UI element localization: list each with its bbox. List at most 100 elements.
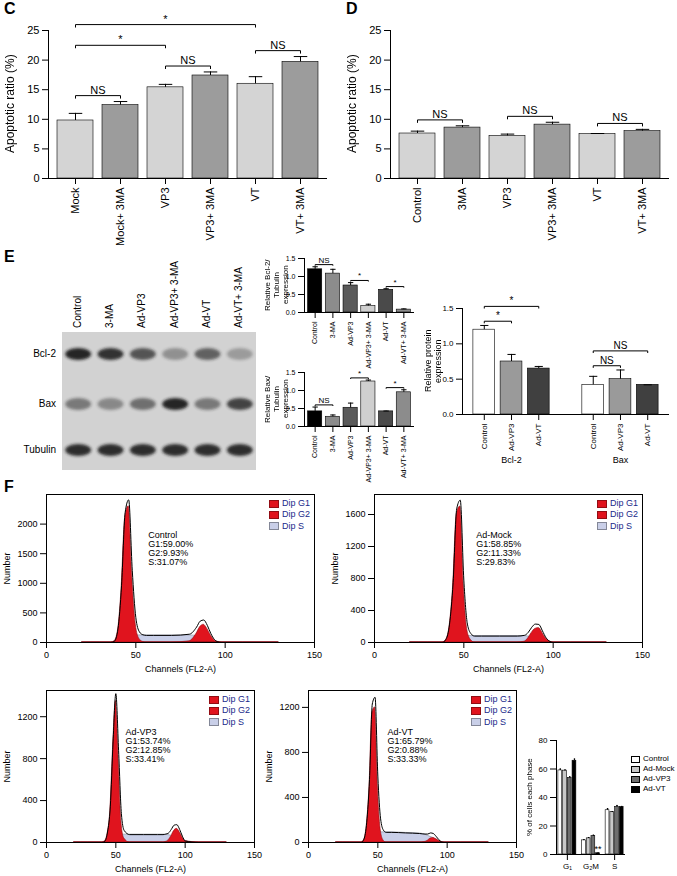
svg-text:NS: NS [600, 355, 614, 366]
svg-text:Ad-VP3: Ad-VP3 [136, 293, 147, 328]
svg-text:25: 25 [369, 24, 381, 36]
svg-text:3-MA: 3-MA [329, 435, 336, 452]
svg-text:0: 0 [543, 850, 548, 859]
svg-text:Ad-VP3: Ad-VP3 [347, 435, 354, 459]
svg-text:Ad-VP3+ 3-MA: Ad-VP3+ 3-MA [365, 321, 372, 368]
svg-text:NS: NS [180, 54, 195, 66]
svg-text:5: 5 [375, 142, 381, 154]
svg-text:10: 10 [27, 113, 39, 125]
svg-text:3-MA: 3-MA [329, 321, 336, 338]
svg-text:*: * [393, 379, 396, 388]
svg-text:*: * [118, 33, 123, 45]
svg-text:NS: NS [270, 39, 285, 51]
svg-text:G₂M: G₂M [583, 862, 599, 871]
svg-text:50: 50 [373, 850, 383, 860]
svg-text:NS: NS [522, 104, 537, 116]
svg-text:NS: NS [318, 396, 329, 405]
svg-text:0: 0 [360, 637, 365, 647]
svg-text:5: 5 [33, 142, 39, 154]
svg-text:*: * [358, 271, 361, 280]
svg-text:0: 0 [375, 172, 381, 184]
svg-text:150: 150 [247, 850, 262, 860]
svg-text:100: 100 [218, 650, 233, 660]
svg-text:Tubulin: Tubulin [24, 444, 56, 455]
svg-text:150: 150 [635, 650, 650, 660]
svg-text:Ad-MockG1:58.85%G2:11.33%S:29.: Ad-MockG1:58.85%G2:11.33%S:29.83% [476, 530, 521, 567]
svg-text:Control: Control [311, 321, 318, 344]
svg-text:500: 500 [22, 608, 37, 618]
svg-text:100: 100 [546, 650, 561, 660]
svg-text:Channels (FL2-A): Channels (FL2-A) [377, 864, 448, 874]
svg-text:0.0: 0.0 [286, 309, 296, 316]
svg-text:Ad-VT+ 3-MA: Ad-VT+ 3-MA [233, 267, 244, 328]
svg-text:*: * [510, 295, 514, 306]
svg-text:25: 25 [27, 24, 39, 36]
svg-text:Control: Control [311, 435, 318, 458]
svg-text:Control: Control [589, 423, 598, 449]
svg-text:800: 800 [350, 573, 365, 583]
svg-text:20: 20 [27, 54, 39, 66]
svg-text:Mock: Mock [69, 187, 81, 214]
svg-text:Ad-VT+ 3-MA: Ad-VT+ 3-MA [400, 435, 407, 478]
svg-text:Ad-VT: Ad-VT [382, 321, 389, 342]
svg-text:VT: VT [249, 187, 261, 201]
svg-text:VT+ 3MA: VT+ 3MA [294, 187, 306, 234]
svg-text:3MA: 3MA [456, 187, 468, 210]
svg-text:40: 40 [539, 793, 548, 802]
svg-text:Control: Control [72, 296, 83, 328]
svg-text:1500: 1500 [17, 549, 37, 559]
svg-text:800: 800 [22, 754, 37, 764]
svg-text:0: 0 [44, 650, 49, 660]
svg-text:50: 50 [459, 650, 469, 660]
svg-text:Mock+ 3MA: Mock+ 3MA [114, 187, 126, 246]
svg-text:1000: 1000 [17, 578, 37, 588]
svg-text:VP3: VP3 [159, 188, 171, 209]
svg-text:Ad-VT: Ad-VT [382, 435, 389, 456]
svg-text:**: ** [595, 844, 603, 854]
svg-text:Number: Number [330, 552, 340, 584]
svg-text:10: 10 [369, 113, 381, 125]
svg-text:Number: Number [264, 750, 274, 782]
svg-text:Number: Number [2, 750, 12, 782]
svg-text:Ad-VP3+ 3-MA: Ad-VP3+ 3-MA [365, 435, 372, 482]
svg-text:VP3+ 3MA: VP3+ 3MA [546, 187, 558, 241]
svg-text:VP3+ 3MA: VP3+ 3MA [204, 187, 216, 241]
svg-text:800: 800 [284, 747, 299, 757]
svg-text:0: 0 [372, 650, 377, 660]
svg-text:3-MA: 3-MA [104, 304, 115, 328]
svg-text:150: 150 [307, 650, 322, 660]
svg-text:80: 80 [539, 736, 548, 745]
svg-text:1.5: 1.5 [442, 304, 454, 313]
svg-text:400: 400 [284, 792, 299, 802]
svg-text:Control: Control [411, 188, 423, 223]
svg-text:Bcl-2: Bcl-2 [501, 455, 522, 465]
svg-text:VT: VT [591, 187, 603, 201]
svg-text:0.5: 0.5 [442, 375, 454, 384]
svg-text:Ad-VP3: Ad-VP3 [616, 423, 625, 451]
svg-text:0: 0 [33, 172, 39, 184]
svg-text:1600: 1600 [345, 509, 365, 519]
svg-text:0: 0 [44, 850, 49, 860]
svg-text:400: 400 [22, 795, 37, 805]
svg-text:*: * [163, 13, 168, 25]
svg-text:20: 20 [539, 822, 548, 831]
svg-text:100: 100 [440, 850, 455, 860]
svg-text:1200: 1200 [345, 541, 365, 551]
svg-text:ControlG1:59.00%G2:9.93%S:31.0: ControlG1:59.00%G2:9.93%S:31.07% [148, 530, 193, 567]
svg-text:Channels (FL2-A): Channels (FL2-A) [145, 664, 216, 674]
svg-text:Bax: Bax [613, 455, 629, 465]
svg-text:50: 50 [111, 850, 121, 860]
svg-text:150: 150 [509, 850, 524, 860]
svg-text:60: 60 [539, 765, 548, 774]
svg-text:Ad-VP3G1:53.74%G2:12.85%S:33.4: Ad-VP3G1:53.74%G2:12.85%S:33.41% [126, 727, 171, 764]
svg-text:Ad-VP3: Ad-VP3 [507, 423, 516, 451]
svg-text:1200: 1200 [17, 712, 37, 722]
svg-text:Ad-VT: Ad-VT [201, 300, 212, 328]
svg-text:0: 0 [294, 837, 299, 847]
svg-text:2000: 2000 [17, 519, 37, 529]
svg-text:Bcl-2: Bcl-2 [33, 348, 56, 359]
svg-text:0.0: 0.0 [286, 423, 296, 430]
svg-text:400: 400 [350, 605, 365, 615]
svg-text:Control: Control [480, 423, 489, 449]
svg-text:1.5: 1.5 [286, 255, 296, 262]
